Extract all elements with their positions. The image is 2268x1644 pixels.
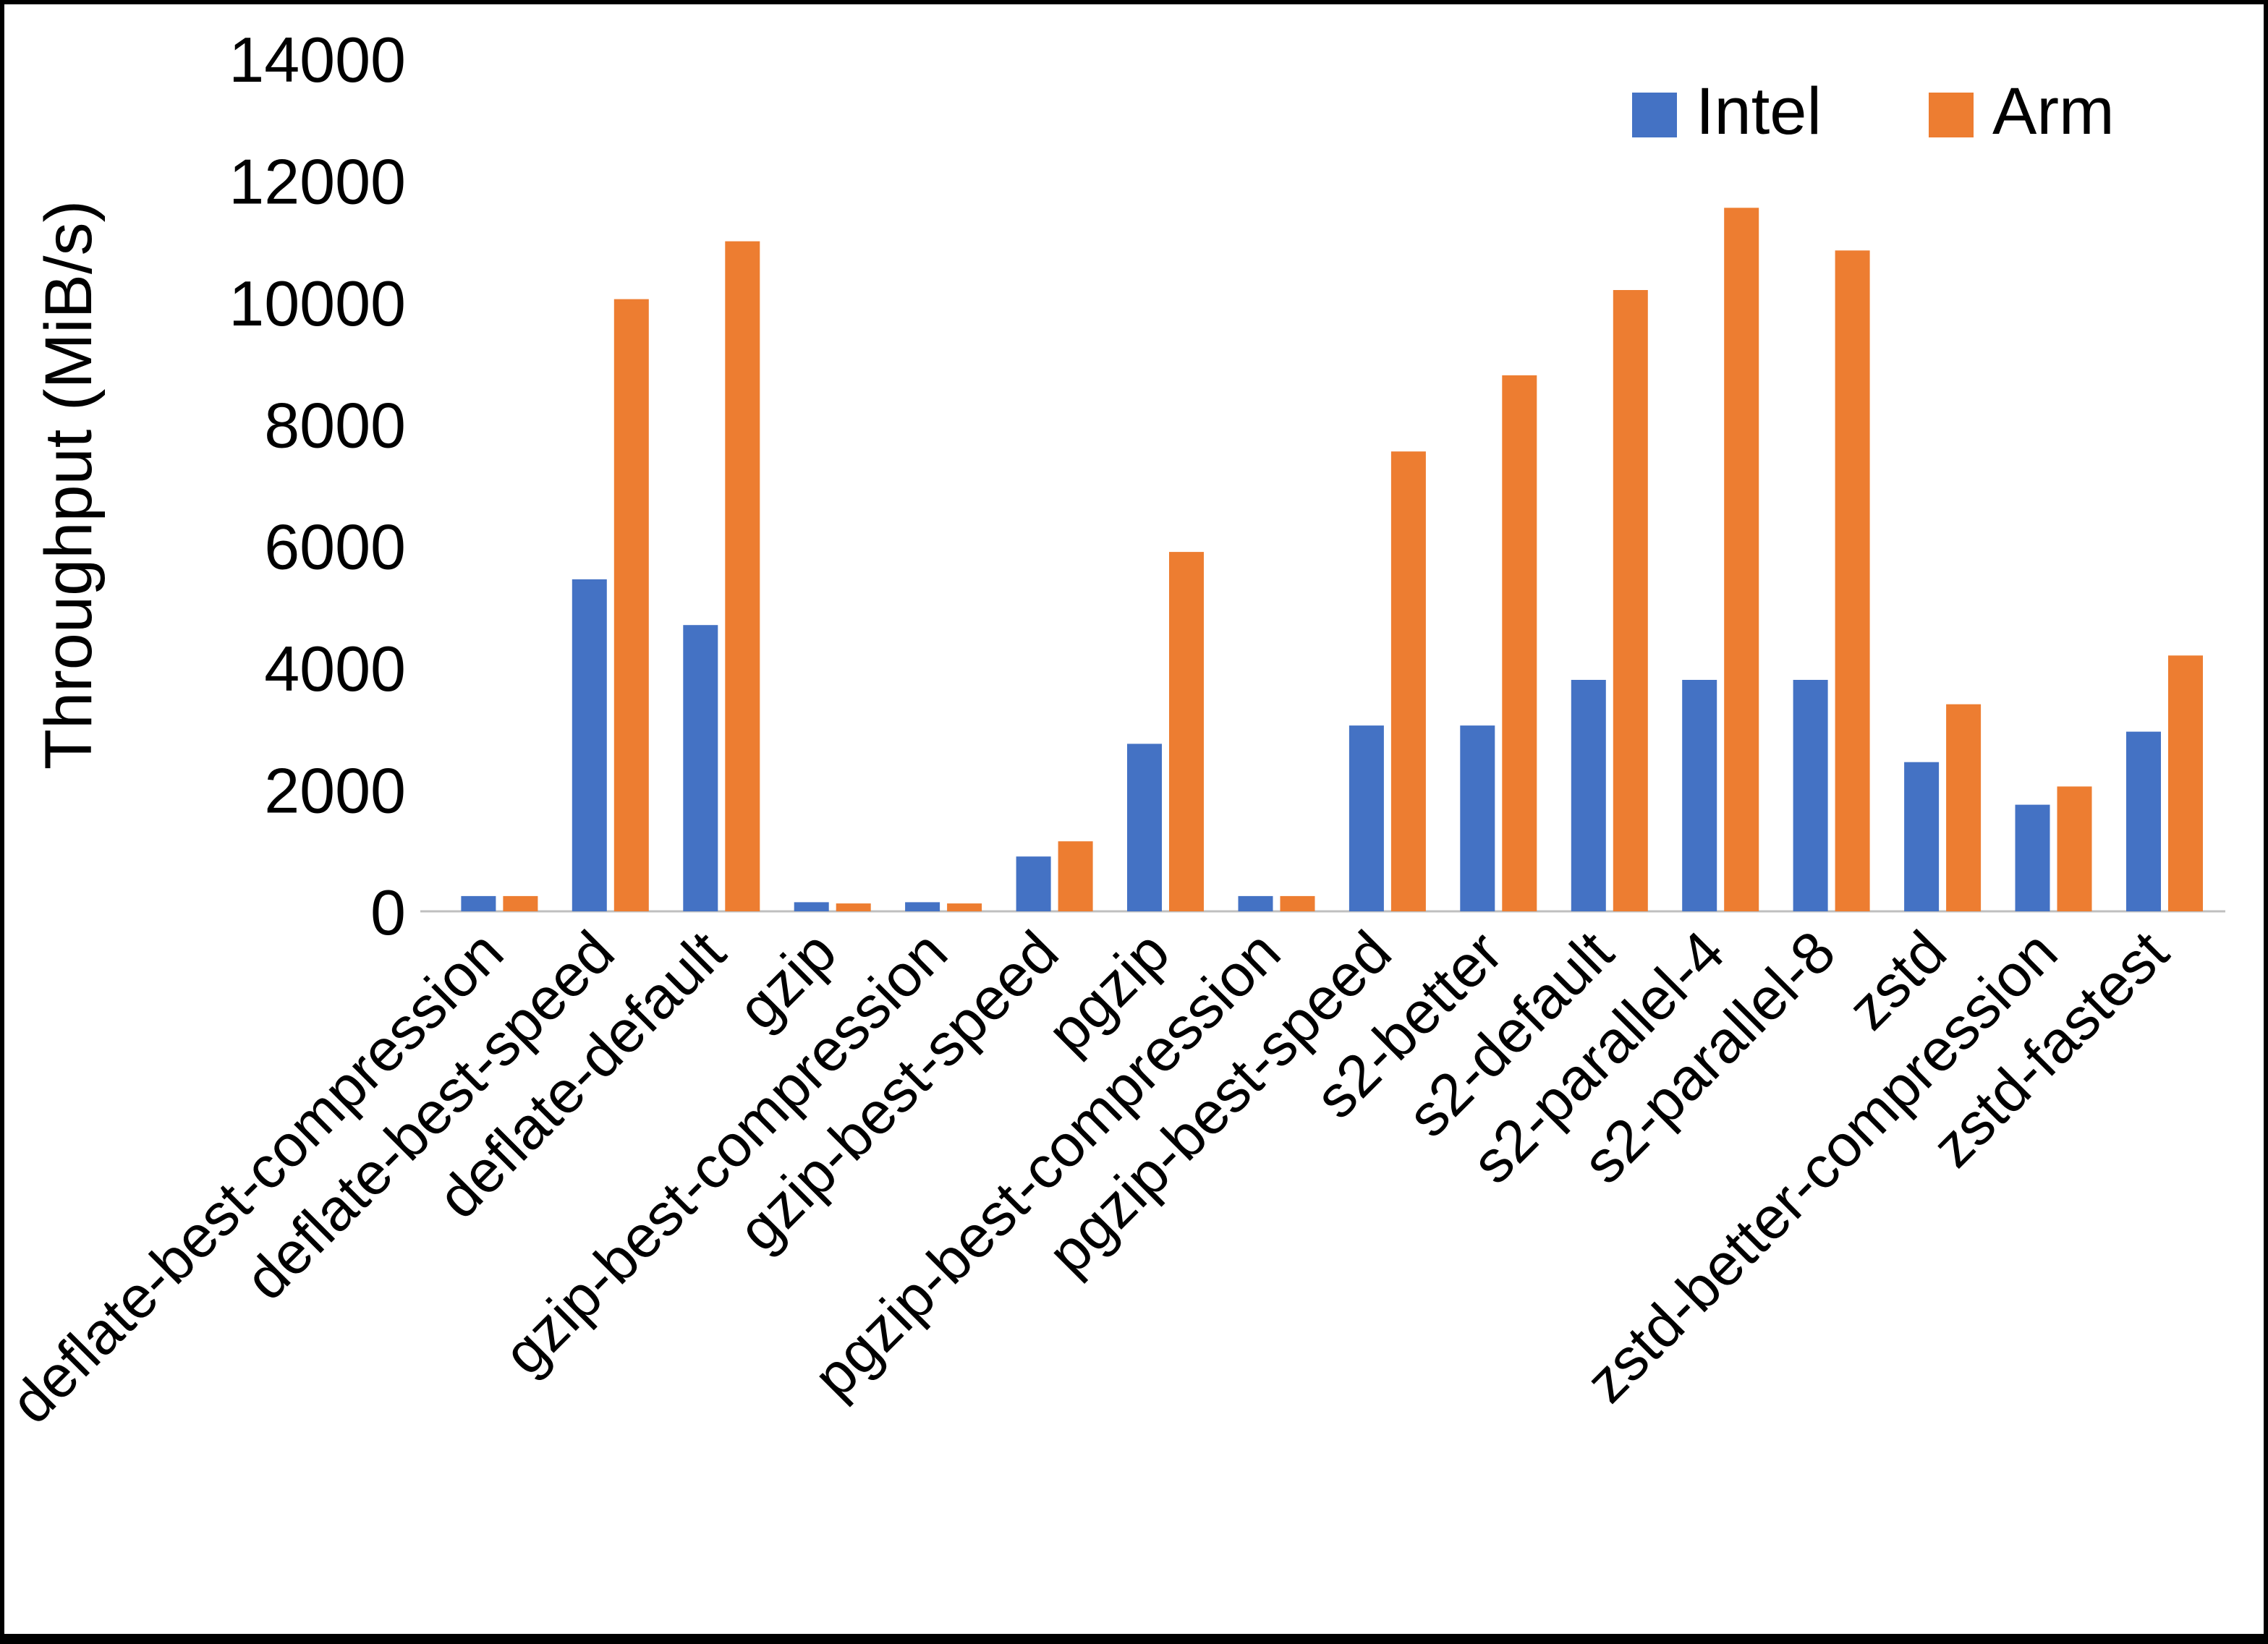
bar-arm-s2-better <box>1502 375 1537 911</box>
bar-arm-zstd <box>1946 704 1982 911</box>
bar-intel-zstd <box>1904 762 1940 911</box>
y-axis-tick-label: 12000 <box>229 145 406 217</box>
y-axis-tick-label: 4000 <box>264 633 406 704</box>
bar-intel-deflate-default <box>683 625 718 911</box>
bar-intel-pgzip <box>1127 744 1162 911</box>
bar-arm-gzip-best-compression <box>947 903 982 911</box>
bar-intel-gzip-best-compression <box>905 902 940 911</box>
y-axis-tick-label: 6000 <box>264 511 406 583</box>
bar-arm-gzip-best-speed <box>1058 841 1093 911</box>
bar-arm-pgzip-best-compression <box>1280 895 1315 911</box>
y-axis-tick-label: 0 <box>370 877 406 948</box>
bar-arm-pgzip <box>1169 552 1204 911</box>
legend-swatch-arm <box>1929 93 1974 137</box>
bar-intel-zstd-better-compression <box>2015 804 2050 911</box>
y-axis-tick-label: 10000 <box>229 268 406 339</box>
bar-arm-pgzip-best-speed <box>1390 451 1426 911</box>
legend-label-arm: Arm <box>1992 74 2115 148</box>
bar-intel-pgzip-best-compression <box>1238 895 1273 911</box>
bar-intel-s2-default <box>1571 680 1606 911</box>
bar-arm-s2-parallel-4 <box>1724 208 1759 911</box>
bar-arm-deflate-best-speed <box>613 299 649 912</box>
bar-intel-s2-parallel-8 <box>1793 680 1828 911</box>
bar-arm-gzip <box>836 903 871 911</box>
bar-intel-zstd-fastest <box>2126 731 2161 911</box>
chart-canvas: 02000400060008000100001200014000deflate-… <box>4 24 2225 1436</box>
bar-intel-s2-better <box>1460 725 1495 911</box>
bar-intel-s2-parallel-4 <box>1682 680 1717 911</box>
bar-intel-deflate-best-compression <box>461 895 496 911</box>
bar-intel-deflate-best-speed <box>572 579 607 911</box>
y-axis-title: Throughput (MiB/s) <box>32 200 106 770</box>
y-axis-tick-label: 14000 <box>229 24 406 95</box>
bar-arm-zstd-better-compression <box>2057 786 2092 911</box>
legend-swatch-intel <box>1632 93 1677 137</box>
bar-intel-pgzip-best-speed <box>1349 725 1384 911</box>
y-axis-tick-label: 8000 <box>264 389 406 461</box>
bar-arm-deflate-default <box>725 241 760 912</box>
y-axis-tick-label: 2000 <box>264 755 406 827</box>
bar-intel-gzip-best-speed <box>1016 856 1051 911</box>
bar-intel-gzip <box>794 902 829 911</box>
bar-arm-deflate-best-compression <box>503 895 538 911</box>
bar-arm-s2-parallel-8 <box>1835 250 1870 911</box>
bar-arm-zstd-fastest <box>2168 655 2203 911</box>
legend-label-intel: Intel <box>1696 74 1822 148</box>
bar-arm-s2-default <box>1613 290 1648 911</box>
